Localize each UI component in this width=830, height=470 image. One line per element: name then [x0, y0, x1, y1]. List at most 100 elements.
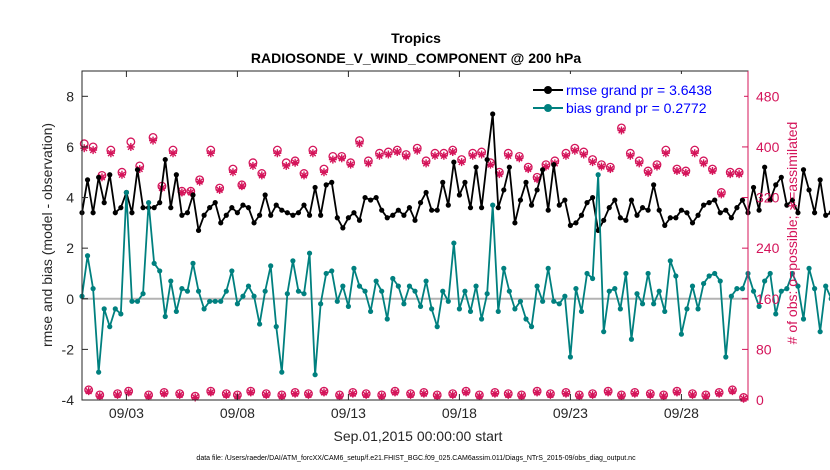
rmse-point [162, 156, 168, 163]
obs-assimilated-point [291, 158, 300, 167]
obs-assimilated-point [84, 387, 93, 396]
rmse-point [590, 194, 596, 201]
obs-assimilated-point [490, 389, 499, 398]
obs-assimilated-point [393, 147, 402, 156]
bias-point [606, 288, 612, 294]
bias-point [806, 265, 812, 271]
rmse-point [295, 210, 302, 216]
legend-rmse-label: rmse grand pr = 3.6438 [566, 82, 712, 98]
obs-assimilated-point [579, 150, 588, 159]
obs-assimilated-point [413, 146, 422, 155]
bias-point [207, 298, 213, 304]
obs-assimilated-point [346, 160, 355, 169]
x-tick-label: 09/23 [553, 405, 588, 421]
rmse-point [417, 200, 424, 206]
rmse-point [556, 202, 562, 208]
rmse-point [750, 184, 757, 191]
bias-point [368, 308, 374, 315]
rmse-point [778, 174, 784, 180]
obs-assimilated-point [504, 151, 513, 160]
bias-point [739, 286, 746, 292]
bias-point [601, 329, 607, 335]
obs-assimilated-point [144, 392, 153, 401]
y2-tick-label: 160 [756, 291, 780, 307]
bias-point [634, 291, 640, 297]
legend-bias-label: bias grand pr = 0.2772 [566, 100, 707, 116]
bias-point [656, 288, 662, 294]
bias-point [151, 260, 157, 266]
bias-point [257, 321, 263, 327]
obs-assimilated-point [652, 162, 661, 171]
obs-assimilated-point [95, 392, 104, 401]
rmse-point [662, 222, 668, 228]
bias-point [545, 265, 551, 271]
bias-point [534, 283, 540, 289]
obs-assimilated-point [486, 160, 495, 169]
obs-assimilated-point [690, 149, 699, 158]
bias-point [356, 283, 363, 289]
bias-point [462, 288, 468, 294]
rmse-point [456, 192, 462, 198]
obs-assimilated-point [570, 146, 579, 155]
bias-point [723, 354, 729, 360]
obs-assimilated-point [448, 147, 457, 156]
obs-assimilated-point [517, 392, 526, 401]
bias-point [279, 369, 285, 375]
legend-rmse-marker [544, 86, 552, 94]
bias-point [101, 306, 107, 312]
bias-point [384, 316, 390, 322]
rmse-point [795, 210, 801, 216]
bias-point [573, 286, 579, 292]
rmse-point [173, 172, 179, 178]
data-file-footnote: data file: /Users/raeder/DAI/ATM_forcXX/… [196, 455, 636, 462]
rmse-point [445, 202, 451, 208]
y2-tick-label: 0 [756, 392, 764, 408]
bias-point [234, 301, 240, 307]
bias-point [789, 270, 796, 277]
obs-assimilated-point [433, 392, 442, 401]
obs-assimilated-point [739, 394, 748, 403]
bias-point [495, 308, 501, 315]
bias-point [523, 316, 529, 322]
obs-assimilated-point [149, 136, 158, 145]
rmse-point [562, 197, 568, 203]
rmse-point [734, 205, 740, 211]
rmse-point [257, 212, 263, 218]
obs-assimilated-point [448, 390, 457, 399]
bias-point [584, 270, 590, 277]
rmse-point [528, 202, 535, 208]
bias-point [129, 298, 135, 304]
bias-point [473, 283, 479, 289]
bias-point [750, 288, 757, 294]
rmse-point [639, 205, 646, 211]
obs-assimilated-point [337, 154, 346, 163]
bias-point [134, 298, 141, 304]
rmse-point [623, 217, 629, 223]
rmse-point [384, 215, 390, 221]
rmse-point [812, 210, 818, 216]
rmse-point [762, 164, 768, 170]
obs-assimilated-point [419, 389, 428, 398]
bias-point [673, 273, 679, 279]
bias-point [528, 324, 535, 330]
obs-assimilated-point [80, 144, 89, 153]
obs-assimilated-point [588, 158, 597, 167]
rmse-point [573, 220, 579, 226]
rmse-point [390, 212, 396, 218]
obs-assimilated-point [715, 389, 724, 398]
obs-assimilated-point [430, 151, 439, 160]
obs-assimilated-point [524, 165, 533, 174]
bias-point [695, 306, 701, 312]
bias-point [118, 311, 124, 317]
rmse-point [379, 207, 385, 213]
rmse-point [323, 182, 329, 188]
obs-assimilated-point [635, 159, 644, 168]
bias-point [800, 316, 807, 322]
bias-point [334, 298, 340, 304]
rmse-point [606, 205, 612, 211]
rmse-point [218, 220, 224, 226]
obs-assimilated-point [475, 392, 484, 401]
obs-assimilated-point [364, 159, 373, 168]
rmse-point [684, 210, 690, 216]
rmse-point [229, 205, 235, 211]
